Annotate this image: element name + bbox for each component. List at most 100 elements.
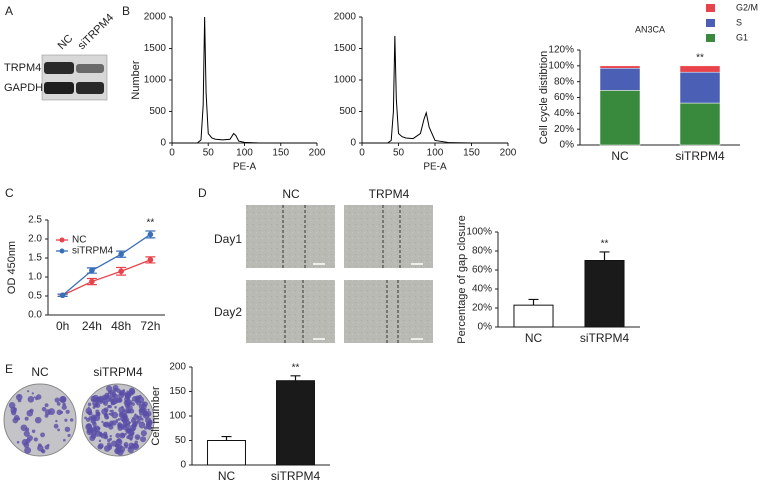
row-label: Day2 xyxy=(214,305,242,319)
colony-dot xyxy=(140,418,144,421)
colony-dot xyxy=(130,418,137,424)
colony-dot xyxy=(115,443,120,448)
colony-dot xyxy=(56,402,61,406)
colony-dot xyxy=(13,407,17,411)
colony-dot xyxy=(125,392,131,398)
legend-marker xyxy=(59,237,65,243)
colony-dot xyxy=(121,417,128,424)
colony-dot xyxy=(95,399,99,403)
y-tick-label: 20% xyxy=(554,124,574,135)
y-tick-label: 60% xyxy=(554,92,574,103)
colony-dot xyxy=(141,421,144,424)
y-axis-label: OD 450nm xyxy=(6,241,18,294)
y-tick-label: 120% xyxy=(548,45,574,56)
colony-dot xyxy=(40,432,45,438)
y-tick-label: 0 xyxy=(350,138,356,149)
colony-dot xyxy=(55,419,58,423)
y-tick-label: 2000 xyxy=(334,12,357,23)
colony-dot xyxy=(101,420,104,424)
colony-dot xyxy=(118,411,125,418)
legend-label: NC xyxy=(72,235,86,246)
colony-dot xyxy=(41,406,47,412)
x-tick-label: 200 xyxy=(309,148,326,159)
colony-dot xyxy=(94,430,101,437)
y-tick-label: 40% xyxy=(472,284,492,295)
x-tick-label: NC xyxy=(525,331,543,345)
colony-dot xyxy=(53,423,59,429)
colony-dot xyxy=(108,423,112,427)
y-tick-label: 1.0 xyxy=(28,272,42,283)
x-tick-label: 24h xyxy=(82,319,102,333)
panel-label: A xyxy=(5,4,13,18)
colony-dot xyxy=(128,387,136,395)
colony-dot xyxy=(104,394,109,400)
colony-dot xyxy=(61,404,67,410)
colony-dot xyxy=(147,408,150,411)
x-tick-label: siTRPM4 xyxy=(271,469,321,483)
colony-dot xyxy=(103,407,109,413)
colony-dot xyxy=(93,403,99,408)
point xyxy=(118,251,124,257)
colony-dot xyxy=(129,408,135,414)
image-label: NC xyxy=(31,365,49,379)
x-tick-label: 0h xyxy=(56,319,69,333)
bar xyxy=(276,380,315,466)
colony-dot xyxy=(142,401,146,405)
colony-dot xyxy=(147,419,153,425)
point xyxy=(118,268,124,275)
y-tick-label: 80% xyxy=(554,76,574,87)
point xyxy=(147,257,154,263)
colony-dot xyxy=(104,414,110,420)
colony-dot xyxy=(59,395,67,403)
y-tick-label: 100% xyxy=(466,227,492,238)
y-tick-label: 100% xyxy=(548,60,574,71)
colony-dot xyxy=(131,402,135,406)
chart-title: AN3CA xyxy=(635,24,665,34)
y-tick-label: 60% xyxy=(472,265,492,276)
colony-dot xyxy=(57,428,60,432)
colony-dot xyxy=(131,423,137,428)
y-axis-label: Percentage of gap closure xyxy=(456,215,468,343)
colony-dot xyxy=(46,443,50,447)
annotation: ** xyxy=(696,52,704,63)
colony-dot xyxy=(31,429,36,433)
legend-marker xyxy=(59,248,65,254)
colony-dot xyxy=(84,416,87,420)
blot xyxy=(41,54,108,101)
colony-dot xyxy=(69,418,74,422)
y-tick-label: 40% xyxy=(554,108,574,119)
colony-dot xyxy=(98,439,102,443)
colony-dot xyxy=(85,407,93,415)
image-label: siTRPM4 xyxy=(93,365,143,379)
bar-segment xyxy=(599,67,641,91)
colony-dot xyxy=(23,430,30,437)
y-tick-label: 20% xyxy=(472,303,492,314)
colony-dot xyxy=(138,394,142,399)
y-tick-label: 0% xyxy=(478,322,493,333)
colony-dot xyxy=(109,435,112,438)
legend-label: S xyxy=(736,17,742,27)
y-tick-label: 1000 xyxy=(144,75,167,86)
y-tick-label: 2.5 xyxy=(28,215,42,226)
bar-segment xyxy=(679,71,721,104)
point xyxy=(89,278,95,285)
colony-dot xyxy=(97,444,103,450)
colony-dot xyxy=(109,437,113,441)
legend-swatch xyxy=(706,34,715,42)
x-tick-label: 100 xyxy=(427,148,444,159)
colony-dot xyxy=(63,438,66,442)
colony-dot xyxy=(65,409,70,414)
colony-dot xyxy=(116,438,122,444)
x-tick-label: 0 xyxy=(359,148,365,159)
colony-dot xyxy=(113,388,118,393)
colony-dot xyxy=(33,437,38,442)
colony-dot xyxy=(115,433,121,439)
bar xyxy=(513,304,554,328)
colony-dot xyxy=(122,389,126,392)
annotation: ** xyxy=(601,239,609,250)
error-bar xyxy=(528,298,539,306)
y-tick-label: 150 xyxy=(169,386,186,397)
x-tick-label: 50 xyxy=(203,148,215,159)
colony-dot xyxy=(15,393,23,401)
colony-dot xyxy=(67,433,71,438)
